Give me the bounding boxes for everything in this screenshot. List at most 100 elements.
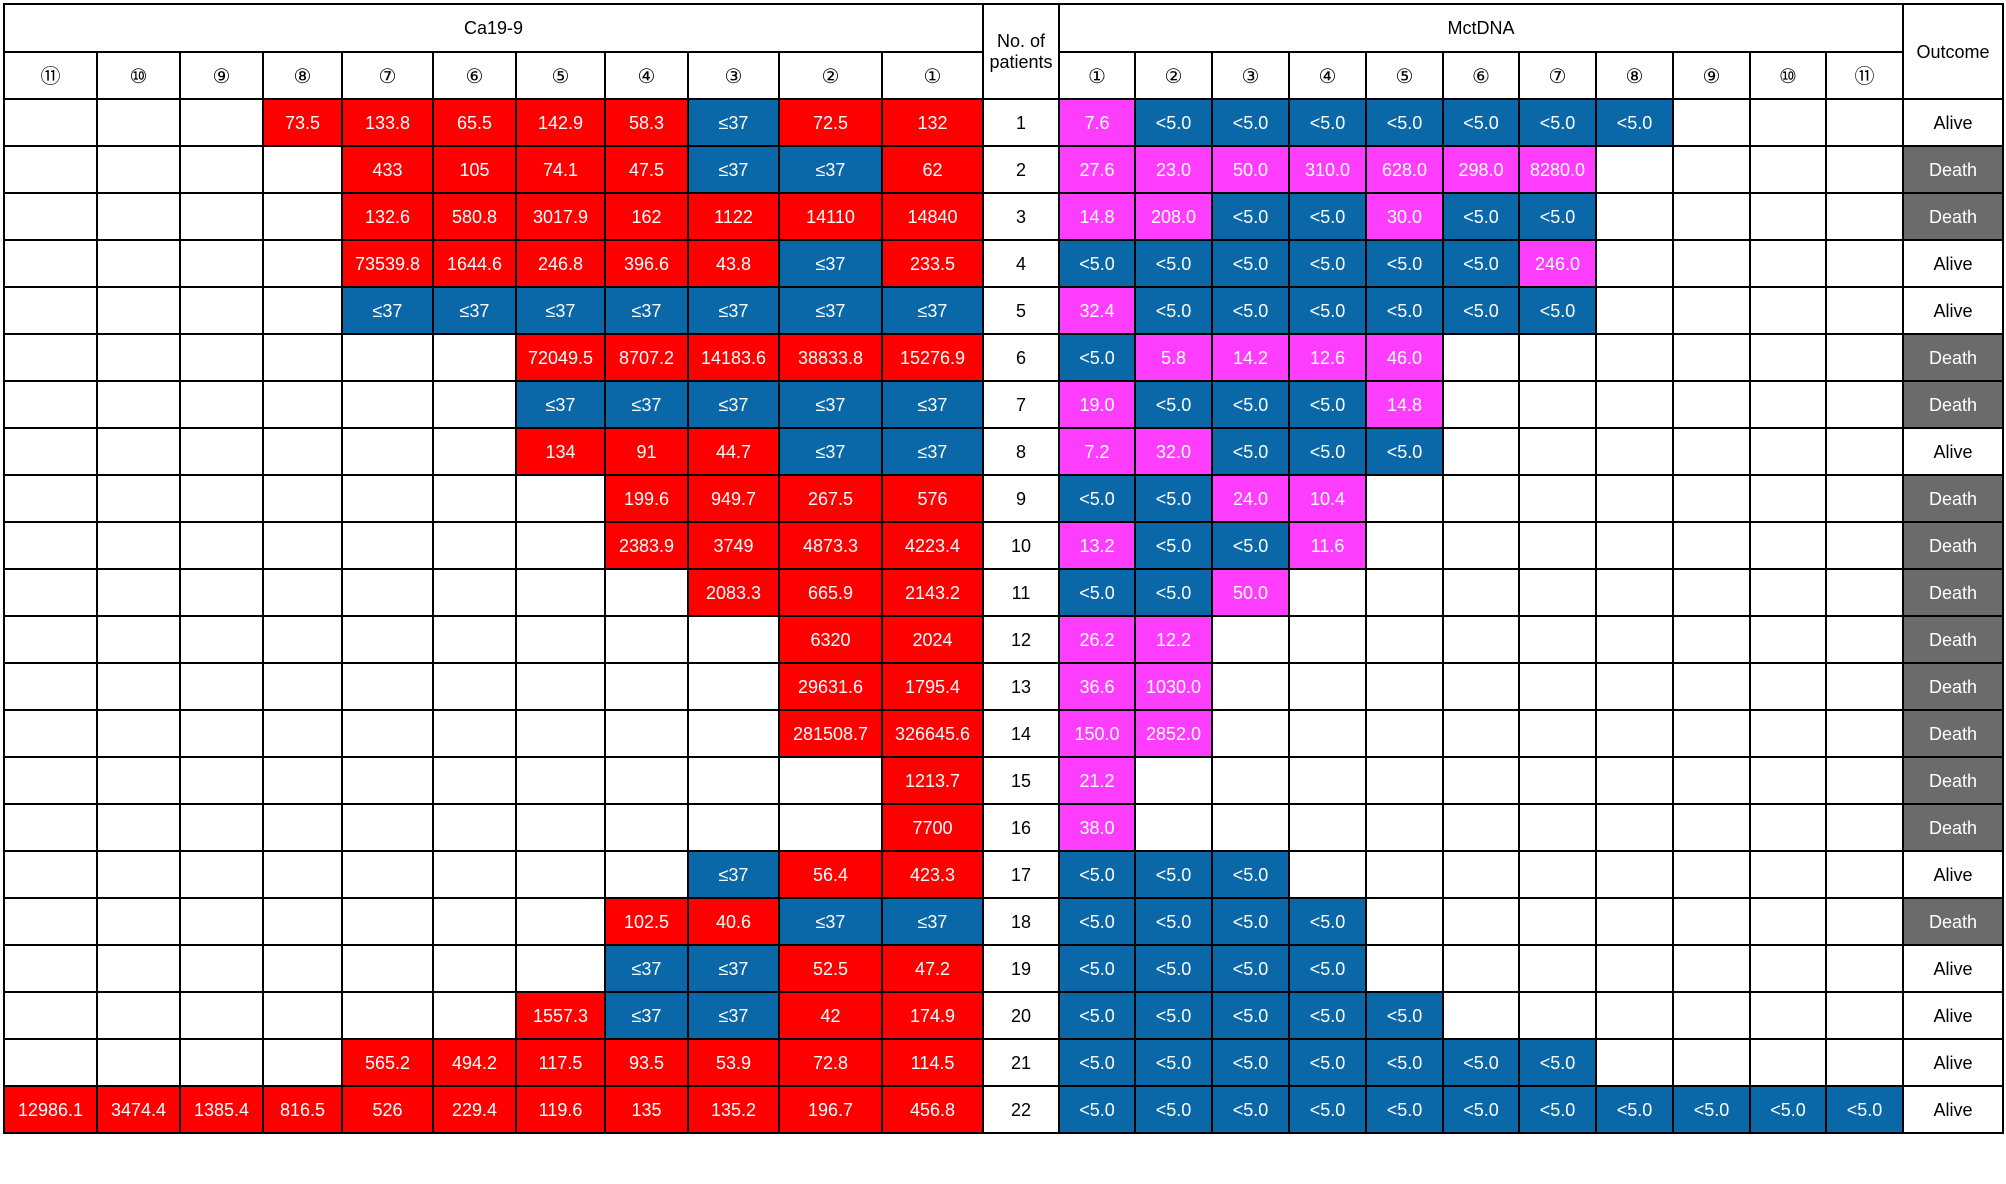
empty-cell	[1365, 850, 1444, 899]
mctdna-timepoint-header: ⑧	[1595, 51, 1674, 100]
empty-cell	[3, 286, 98, 335]
empty-cell	[1749, 944, 1827, 993]
outcome-cell: Alive	[1902, 286, 2004, 335]
empty-cell	[1518, 709, 1597, 758]
empty-cell	[1288, 662, 1367, 711]
ca199-value-cell: 1122	[687, 192, 780, 241]
empty-cell	[1442, 521, 1520, 570]
empty-cell	[341, 521, 434, 570]
empty-cell	[96, 1038, 181, 1087]
mctdna-value-cell: <5.0	[1058, 944, 1136, 993]
empty-cell	[1595, 474, 1674, 523]
empty-cell	[1442, 944, 1520, 993]
mctdna-value-cell: <5.0	[1365, 1085, 1444, 1134]
empty-cell	[262, 568, 343, 617]
patient-row: ≤37 ≤37 ≤37 ≤37 ≤37 7 19.0 <5.0 <5.0 <5.0 14.8 Deat…	[3, 380, 2004, 429]
empty-cell	[96, 850, 181, 899]
empty-cell	[1672, 709, 1751, 758]
empty-cell	[515, 756, 606, 805]
empty-cell	[179, 333, 264, 382]
empty-cell	[1672, 568, 1751, 617]
ca199-value-cell: 3474.4	[96, 1085, 181, 1134]
empty-cell	[1825, 192, 1904, 241]
patient-number: 9	[982, 474, 1060, 523]
empty-cell	[1518, 897, 1597, 946]
mctdna-value-cell: 310.0	[1288, 145, 1367, 194]
ca199-value-cell: 93.5	[604, 1038, 689, 1087]
empty-cell	[1442, 662, 1520, 711]
mctdna-value-cell: <5.0	[1749, 1085, 1827, 1134]
empty-cell	[179, 286, 264, 335]
mctdna-value-cell: <5.0	[1134, 286, 1213, 335]
empty-cell	[262, 1038, 343, 1087]
mctdna-value-cell: 30.0	[1365, 192, 1444, 241]
mctdna-value-cell: <5.0	[1288, 427, 1367, 476]
patient-row: 134 91 44.7 ≤37 ≤37 8 7.2 32.0 <5.0 <5.0 <5.0 Alive	[3, 427, 2004, 476]
empty-cell	[1442, 568, 1520, 617]
outcome-cell: Death	[1902, 192, 2004, 241]
empty-cell	[1672, 286, 1751, 335]
empty-cell	[1442, 615, 1520, 664]
empty-cell	[1672, 850, 1751, 899]
empty-cell	[1749, 521, 1827, 570]
mctdna-value-cell: <5.0	[1365, 239, 1444, 288]
empty-cell	[262, 803, 343, 852]
mctdna-value-cell: <5.0	[1134, 1038, 1213, 1087]
ca199-value-cell: 43.8	[687, 239, 780, 288]
ca199-timepoint-header: ④	[604, 51, 689, 100]
empty-cell	[262, 709, 343, 758]
mctdna-value-cell: 32.4	[1058, 286, 1136, 335]
patient-row: 132.6 580.8 3017.9 162 1122 14110 14840 3 14.8 20…	[3, 192, 2004, 241]
ca199-value-cell: 14183.6	[687, 333, 780, 382]
empty-cell	[3, 333, 98, 382]
empty-cell	[341, 380, 434, 429]
mctdna-value-cell: 27.6	[1058, 145, 1136, 194]
empty-cell	[1749, 1038, 1827, 1087]
empty-cell	[96, 897, 181, 946]
empty-cell	[1365, 568, 1444, 617]
patient-row: ≤37 ≤37 52.5 47.2 19 <5.0 <5.0 <5.0 <5.0 Alive	[3, 944, 2004, 993]
empty-cell	[1211, 803, 1290, 852]
mctdna-value-cell: <5.0	[1058, 897, 1136, 946]
ca199-value-cell: ≤37	[881, 427, 984, 476]
mctdna-value-cell: <5.0	[1134, 239, 1213, 288]
empty-cell	[1672, 662, 1751, 711]
mctdna-value-cell: 628.0	[1365, 145, 1444, 194]
empty-cell	[1518, 474, 1597, 523]
empty-cell	[179, 944, 264, 993]
empty-cell	[3, 850, 98, 899]
empty-cell	[1749, 850, 1827, 899]
empty-cell	[1672, 756, 1751, 805]
empty-cell	[1672, 944, 1751, 993]
ca199-value-cell: 40.6	[687, 897, 780, 946]
ca199-value-cell: ≤37	[778, 380, 883, 429]
empty-cell	[515, 709, 606, 758]
empty-cell	[1595, 1038, 1674, 1087]
empty-cell	[262, 756, 343, 805]
empty-cell	[1672, 333, 1751, 382]
empty-cell	[1672, 803, 1751, 852]
ca199-timepoint-header: ①	[881, 51, 984, 100]
ca199-value-cell: 949.7	[687, 474, 780, 523]
empty-cell	[1595, 145, 1674, 194]
ca199-value-cell: 281508.7	[778, 709, 883, 758]
empty-cell	[1749, 709, 1827, 758]
mctdna-value-cell: <5.0	[1442, 1038, 1520, 1087]
mctdna-value-cell: <5.0	[1288, 239, 1367, 288]
empty-cell	[341, 803, 434, 852]
mctdna-value-cell: <5.0	[1058, 850, 1136, 899]
ca199-value-cell: 102.5	[604, 897, 689, 946]
empty-cell	[341, 756, 434, 805]
ca199-value-cell: ≤37	[432, 286, 517, 335]
empty-cell	[179, 474, 264, 523]
empty-cell	[96, 991, 181, 1040]
empty-cell	[1442, 850, 1520, 899]
ca199-value-cell: 1213.7	[881, 756, 984, 805]
ca199-value-cell: 267.5	[778, 474, 883, 523]
mctdna-timepoint-header: ⑦	[1518, 51, 1597, 100]
empty-cell	[341, 333, 434, 382]
empty-cell	[1825, 709, 1904, 758]
empty-cell	[1595, 850, 1674, 899]
ca199-group-header: Ca19-9	[3, 3, 984, 53]
ca199-value-cell: ≤37	[515, 380, 606, 429]
